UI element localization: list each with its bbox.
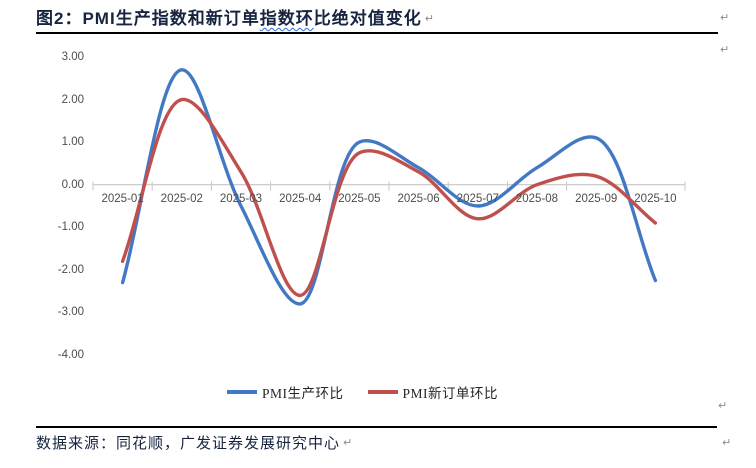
title-rule [36,32,718,34]
y-axis-tick-label: 3.00 [61,51,84,63]
x-axis-tick-label: 2025-09 [575,193,618,205]
bottom-rule [36,426,717,428]
x-axis-tick-label: 2025-10 [634,193,677,205]
series-line-1 [120,97,658,298]
legend-item-new-orders: PMI新订单环比 [367,382,499,402]
x-axis-tick-label: 2025-07 [456,193,499,205]
x-axis-tick-label: 2025-01 [101,193,144,205]
chart-legend: PMI生产环比 PMI新订单环比 [227,383,498,401]
paragraph-mark-icon: ↵ [720,11,730,24]
x-axis-tick-label: 2025-06 [397,193,440,205]
y-axis-tick-label: 1.00 [61,136,84,149]
x-axis-tick-label: 2025-08 [515,193,559,205]
x-axis-tick-label: 2025-05 [338,193,381,205]
legend-label-production: PMI生产环比 [262,386,344,401]
paragraph-mark-icon: ↵ [720,43,730,56]
figure-title-text: PMI生产指数和新订单 [82,9,260,28]
paragraph-mark-icon: ↵ [722,436,732,449]
legend-label-new-orders: PMI新订单环比 [402,386,499,401]
series-line-0 [120,68,658,306]
figure-title: 图2：PMI生产指数和新订单指数环比绝对值变化 ↵ [36,4,726,29]
paragraph-mark-icon: ↵ [718,399,728,412]
y-axis-tick-label: -1.00 [57,221,84,234]
legend-line-swatch-red [367,390,398,394]
x-axis-tick-label: 2025-02 [160,193,203,205]
y-axis-tick-label: 2.00 [61,93,84,106]
y-axis-tick-label: -2.00 [57,263,84,276]
paragraph-mark-icon: ↵ [343,436,353,449]
figure-number: 图2： [36,9,83,28]
y-axis-tick-label: -3.00 [57,306,84,319]
y-axis-tick-label: 0.00 [61,178,84,191]
legend-line-swatch-blue [227,390,257,394]
legend-item-production: PMI生产环比 [227,382,344,402]
y-axis-tick-label: -4.00 [57,349,84,361]
paragraph-mark-icon: ↵ [424,12,434,25]
source-note-text: 数据来源：同花顺，广发证券发展研究中心 [36,436,341,452]
figure-title-spellcheck-text: 指数环 [259,9,314,28]
figure-title-text-end: 比绝对值变化 [313,9,422,28]
x-axis-tick-label: 2025-04 [279,193,322,205]
source-note: 数据来源：同花顺，广发证券发展研究中心 ↵ [36,432,352,453]
x-axis-tick-label: 2025-03 [219,193,263,205]
